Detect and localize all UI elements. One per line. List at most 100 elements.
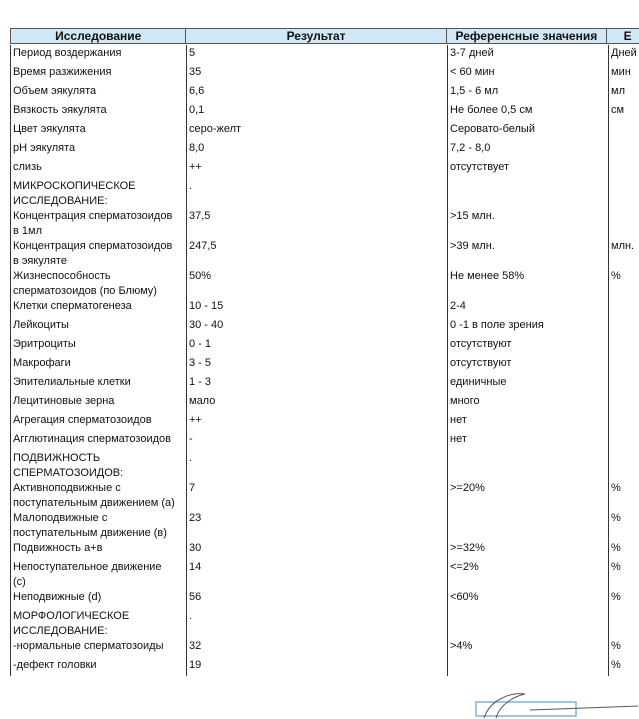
cell-study: МИКРОСКОПИЧЕСКОЕ ИССЛЕДОВАНИЕ: <box>10 178 186 208</box>
cell-units: % <box>608 589 639 608</box>
cell-reference: Не более 0,5 см <box>447 102 608 121</box>
header-units: Е <box>607 29 639 43</box>
cell-reference: >=32% <box>447 540 608 559</box>
cell-reference: нет <box>447 412 608 431</box>
cell-study: слизь <box>10 159 186 178</box>
cell-units <box>608 608 639 638</box>
cell-study: Малоподвижные с поступательным движение … <box>10 510 186 540</box>
cell-study: Время разжижения <box>10 64 186 83</box>
cell-study: МОРФОЛОГИЧЕСКОЕ ИССЛЕДОВАНИЕ: <box>10 608 186 638</box>
stamp-rect <box>475 701 577 717</box>
table-row: Малоподвижные с поступательным движение … <box>10 510 639 540</box>
cell-result: серо-желт <box>186 121 447 140</box>
cell-units <box>608 412 639 431</box>
cell-units: Дней <box>608 45 639 64</box>
cell-result: ++ <box>186 412 447 431</box>
cell-result: 0,1 <box>186 102 447 121</box>
cell-reference: >15 млн. <box>447 208 608 238</box>
table-row: Вязкость эякулята 0,1 Не более 0,5 см см <box>10 102 639 121</box>
cell-study: Цвет эякулята <box>10 121 186 140</box>
table-body: Период воздержания 5 3-7 дней Дней Время раз… <box>10 45 639 676</box>
cell-units: см <box>608 102 639 121</box>
cell-reference: 7,2 - 8,0 <box>447 140 608 159</box>
table-row: Объем эякулята 6,6 1,5 - 6 мл мл <box>10 83 639 102</box>
cell-study: Объем эякулята <box>10 83 186 102</box>
cell-units: % <box>608 638 639 657</box>
table-row: Цвет эякулята серо-желт Серовато-белый <box>10 121 639 140</box>
cell-reference: < 60 мин <box>447 64 608 83</box>
table-header: Исследование Результат Референсные значе… <box>10 28 639 44</box>
cell-study: -нормальные сперматозоиды <box>10 638 186 657</box>
table-row: Агрегация сперматозоидов ++ нет <box>10 412 639 431</box>
cell-study: Концентрация сперматозоидов в 1мл <box>10 208 186 238</box>
cell-units <box>608 374 639 393</box>
cell-result: . <box>186 450 447 480</box>
table-row: Эритроциты 0 - 1 отсутствуют <box>10 336 639 355</box>
cell-study: Вязкость эякулята <box>10 102 186 121</box>
cell-units: % <box>608 559 639 589</box>
cell-reference: единичные <box>447 374 608 393</box>
cell-units <box>608 121 639 140</box>
cell-study: Агрегация сперматозоидов <box>10 412 186 431</box>
table-row: Лейкоциты 30 - 40 0 -1 в поле зрения <box>10 317 639 336</box>
cell-units: мл <box>608 83 639 102</box>
cell-study: Макрофаги <box>10 355 186 374</box>
header-result: Результат <box>186 29 447 43</box>
cell-result: 30 - 40 <box>186 317 447 336</box>
cell-reference <box>447 178 608 208</box>
table-row: -нормальные сперматозоиды 32 >4%% <box>10 638 639 657</box>
cell-result: - <box>186 431 447 450</box>
cell-reference: >=20% <box>447 480 608 510</box>
cell-result: 6,6 <box>186 83 447 102</box>
cell-result: 37,5 <box>186 208 447 238</box>
cell-reference: 3-7 дней <box>447 45 608 64</box>
cell-result: 23 <box>186 510 447 540</box>
cell-result: 7 <box>186 480 447 510</box>
table-row: Жизнеспособность сперматозоидов (по Блюм… <box>10 268 639 298</box>
cell-result: 5 <box>186 45 447 64</box>
table-row: Время разжижения 35 < 60 мин мин <box>10 64 639 83</box>
cell-result: 247,5 <box>186 238 447 268</box>
cell-units <box>608 355 639 374</box>
cell-reference: <=2% <box>447 559 608 589</box>
cell-result: . <box>186 178 447 208</box>
cell-result: 8,0 <box>186 140 447 159</box>
cell-reference: >4% <box>447 638 608 657</box>
cell-study: Лейкоциты <box>10 317 186 336</box>
cell-study: Неподвижные (d) <box>10 589 186 608</box>
cell-result: 14 <box>186 559 447 589</box>
cell-result: мало <box>186 393 447 412</box>
cell-result: 0 - 1 <box>186 336 447 355</box>
cell-reference: <60% <box>447 589 608 608</box>
cell-units <box>608 393 639 412</box>
cell-reference: >39 млн. <box>447 238 608 268</box>
table-row: Концентрация сперматозоидов в эякуляте 24… <box>10 238 639 268</box>
table-row: ПОДВИЖНОСТЬ СПЕРМАТОЗОИДОВ:. <box>10 450 639 480</box>
cell-reference <box>447 608 608 638</box>
cell-reference: отсутствует <box>447 159 608 178</box>
table-row: Период воздержания 5 3-7 дней Дней <box>10 45 639 64</box>
cell-reference <box>447 657 608 676</box>
table-row: Концентрация сперматозоидов в 1мл 37,5 >15… <box>10 208 639 238</box>
cell-result: 3 - 5 <box>186 355 447 374</box>
table-row: Неподвижные (d) 56 <60%% <box>10 589 639 608</box>
table-row: Макрофаги 3 - 5 отсутствуют <box>10 355 639 374</box>
cell-result: ++ <box>186 159 447 178</box>
cell-reference <box>447 510 608 540</box>
cell-reference: Серовато-белый <box>447 121 608 140</box>
cell-result: 30 <box>186 540 447 559</box>
cell-units: % <box>608 657 639 676</box>
table-row: Непоступательное движение (с) 14 <=2%% <box>10 559 639 589</box>
cell-units <box>608 159 639 178</box>
cell-result: 1 - 3 <box>186 374 447 393</box>
cell-study: pH эякулята <box>10 140 186 159</box>
cell-study: Лецитиновые зерна <box>10 393 186 412</box>
cell-study: Клетки сперматогенеза <box>10 298 186 317</box>
cell-study: Активноподвижные с поступательным движен… <box>10 480 186 510</box>
cell-study: Подвижность а+в <box>10 540 186 559</box>
cell-result: 19 <box>186 657 447 676</box>
table-row: pH эякулята 8,0 7,2 - 8,0 <box>10 140 639 159</box>
results-table: Исследование Результат Референсные значе… <box>10 28 639 676</box>
cell-result: . <box>186 608 447 638</box>
header-reference: Референсные значения <box>447 29 608 43</box>
